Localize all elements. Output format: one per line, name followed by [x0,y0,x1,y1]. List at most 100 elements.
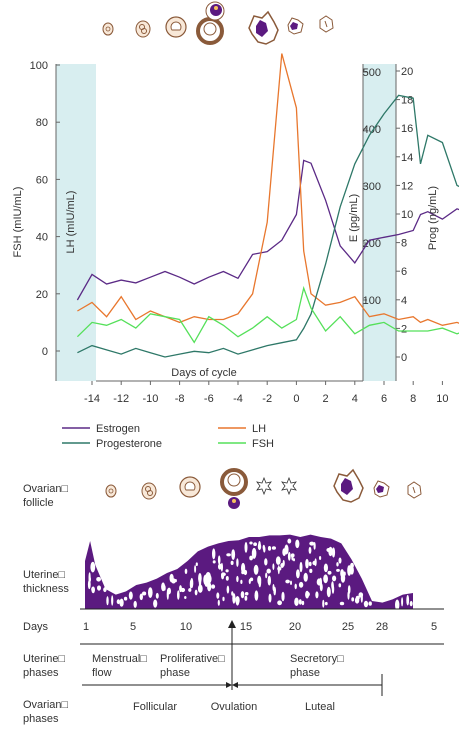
primordial-follicle-icon [105,484,117,498]
ovulation-arrow-head [228,620,236,628]
ruptured-follicle-star-icon [256,476,272,496]
proliferative-phase-label: Proliferative□ phase [160,653,228,679]
days-label: Days [23,621,49,633]
progesterone-tick-label: 16 [401,123,413,135]
progesterone-tick-label: 6 [401,266,407,278]
chart-legend: Estrogen Progesterone LH FSH [62,423,274,450]
primordial-follicle-icon [102,22,114,36]
ovarian-follicle-label-line2: follicle [23,497,54,509]
estrogen-axis-label: E (pg/mL) [348,194,360,242]
x-tick-label: 0 [293,393,299,405]
progesterone-tick-label: 10 [401,209,413,221]
progesterone-axis-label: Prog (ng/mL) [427,186,439,250]
corpus-albicans-icon [319,15,334,33]
uterine-thickness-label: Uterine□ thickness [23,569,69,595]
secondary-follicle-icon [165,16,187,38]
legend-label-fsh: FSH [252,438,274,450]
top-follicle-row [102,1,334,45]
x-tick-label: -12 [113,393,129,405]
x-tick-label: 4 [352,393,358,405]
menstrual-flow-label: Menstrual□ flow [92,653,150,679]
primary-follicle-icon [141,482,157,500]
estrogen-tick-label: 500 [363,67,381,79]
ruptured-follicle-star-icon [281,476,297,496]
x-tick-label: -14 [84,393,100,405]
day-tick: 25 [342,621,354,633]
progesterone-tick-label: 12 [401,180,413,192]
x-tick-label: -10 [142,393,158,405]
progesterone-tick-label: 0 [401,352,407,364]
primary-follicle-icon [135,20,151,38]
ovarian-phases-label: Ovarian□ phases [23,699,71,725]
ovarian-phases-label-line1: Ovarian□ [23,699,69,711]
uterine-phases-label-line1: Uterine□ [23,653,65,665]
luteal-phase-label: Luteal [305,701,335,713]
series-line-estrogen [76,159,459,301]
uterine-lining-shape [85,534,413,609]
x-tick-label: -6 [204,393,214,405]
estrogen-tick-label: 300 [363,181,381,193]
secretory-phase-line2: phase [290,667,320,679]
day-tick: 28 [376,621,388,633]
uterine-phases-label: Uterine□ phases [23,653,68,679]
secretory-phase-line1: Secretory□ [290,653,344,665]
proliferative-phase-line2: phase [160,667,190,679]
lh-axis-label: LH (mIU/mL) [65,191,77,254]
left-tick-label: 40 [36,232,48,244]
ovarian-phases-label-line2: phases [23,713,59,725]
luteal-arrow-head [232,682,238,688]
x-axis-label: Days of cycle [171,367,236,379]
progesterone-tick-label: 8 [401,238,407,250]
menstrual-flow-line2: flow [92,667,112,679]
follicular-phase-label: Follicular [133,701,177,713]
ovarian-follicle-label-line1: Ovarian□ [23,483,69,495]
progesterone-tick-label: 4 [401,295,407,307]
secretory-phase-label: Secretory□ phase [290,653,347,679]
uterine-lining-band [85,534,413,611]
uterine-glands [87,538,413,611]
x-axis-ticks: -14-12-10-8-6-4-202468101214 [84,381,449,405]
uterine-thickness-label-line2: thickness [23,583,69,595]
estrogen-tick-label: 200 [363,238,381,250]
estrogen-tick-label: 400 [363,124,381,136]
x-tick-label: 2 [323,393,329,405]
menstrual-band-left [56,64,96,381]
left-axis-ticks: 0 20 40 60 80 100 [30,60,60,358]
corpus-albicans-icon [407,481,422,499]
series-line-fsh [76,285,459,344]
corpus-luteum-icon [333,468,364,503]
day-tick: 1 [83,621,89,633]
legend-label-lh: LH [252,423,266,435]
ovulation-label: Ovulation [211,701,257,713]
ovarian-follicle-label: Ovarian□ follicle [23,483,71,509]
progesterone-tick-label: 2 [401,323,407,335]
uterine-phases-label-line2: phases [23,667,59,679]
series-line-progesterone [77,94,459,358]
proliferative-arrow-head [226,682,232,688]
estrogen-axis-ticks: 100 200 300 400 500 [363,67,381,307]
x-tick-label: -4 [233,393,243,405]
day-tick: 5 [130,621,136,633]
corpus-luteum-small-icon [373,480,390,498]
left-tick-label: 80 [36,117,48,129]
progesterone-tick-label: 14 [401,152,413,164]
day-tick: 15 [240,621,252,633]
left-tick-label: 20 [36,289,48,301]
proliferative-phase-line1: Proliferative□ [160,653,225,665]
day-tick-labels: 1 5 10 15 20 25 28 5 [83,621,437,633]
uterine-thickness-label-line1: Uterine□ [23,569,65,581]
day-tick: 5 [431,621,437,633]
antral-follicle-icon [196,17,224,45]
progesterone-tick-label: 20 [401,66,413,78]
x-tick-label: 10 [436,393,448,405]
series-lines [76,53,459,358]
corpus-luteum-icon [248,10,279,45]
x-tick-label: 8 [410,393,416,405]
legend-label-estrogen: Estrogen [96,423,140,435]
bottom-follicle-row [105,468,422,509]
left-tick-label: 0 [42,346,48,358]
secondary-follicle-icon [179,476,201,498]
day-tick: 20 [289,621,301,633]
